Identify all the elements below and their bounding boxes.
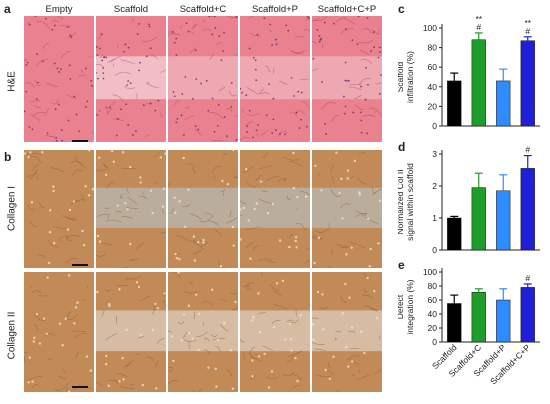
y-tick-label: 40 — [428, 309, 438, 319]
bar — [496, 190, 511, 251]
micrograph-tile — [240, 16, 310, 142]
y-tick-label: 20 — [428, 323, 438, 333]
column-header-scaffold-cp: Scaffold+C+P — [317, 4, 377, 15]
y-axis-label: Normalized Col IIsignal within scaffold — [398, 163, 415, 241]
scale-bar — [72, 264, 88, 266]
micrograph-tile — [168, 272, 238, 392]
column-header-scaffold-p: Scaffold+P — [251, 4, 299, 15]
y-tick-label: 80 — [428, 43, 438, 53]
y-tick-label: 0 — [432, 121, 437, 131]
panel-d-letter: d — [398, 140, 406, 154]
y-axis-label: Defectintegration (%) — [398, 279, 415, 334]
scale-bar — [72, 386, 88, 388]
significance-label: ** — [524, 18, 531, 28]
micrograph-tile — [240, 150, 310, 268]
micrograph-tile — [24, 272, 94, 392]
y-tick-label: 0 — [432, 337, 437, 347]
micrograph-tile — [168, 16, 238, 142]
significance-label: # — [476, 22, 481, 32]
y-tick-label: 1 — [432, 213, 437, 223]
row-label-collagen-i: Collagen I — [6, 185, 18, 232]
column-header-empty: Empty — [45, 4, 73, 15]
y-tick-label: 60 — [428, 295, 438, 305]
bar — [447, 217, 462, 251]
y-tick-label: 100 — [423, 267, 437, 277]
panel-b-letter: b — [4, 150, 12, 164]
y-tick-label: 3 — [432, 149, 437, 159]
panel-c-letter: c — [398, 2, 405, 16]
y-tick-label: 40 — [428, 82, 438, 92]
y-tick-label: 20 — [428, 101, 438, 111]
micrograph-tile — [312, 272, 382, 392]
micrograph-tile — [24, 150, 94, 268]
row-label-collagen-ii: Collagen II — [6, 311, 18, 360]
micrograph-tile — [312, 150, 382, 268]
y-tick-label: 2 — [432, 181, 437, 191]
y-axis-label: Scaffoldinfiltration (%) — [398, 51, 415, 103]
significance-label: # — [525, 273, 530, 283]
panel-e-letter: e — [398, 258, 405, 272]
bar — [520, 287, 535, 343]
micrograph-tile — [168, 150, 238, 268]
micrograph-tile — [312, 16, 382, 142]
column-header-scaffold-c: Scaffold+C — [179, 4, 227, 15]
panel-a-letter: a — [4, 2, 11, 16]
column-header-scaffold: Scaffold — [113, 4, 149, 15]
bar — [471, 39, 486, 127]
micrograph-tile — [96, 150, 166, 268]
micrograph-tile — [96, 16, 166, 142]
bar-chart-collagen-ii-signal: 0 1 2 3 Normalized Col IIsignal within scaff… — [398, 145, 540, 255]
micrograph-tile — [240, 272, 310, 392]
bar — [496, 299, 511, 343]
y-tick-label: 100 — [423, 23, 437, 33]
micrograph-tile — [24, 16, 94, 142]
bar — [447, 303, 462, 343]
bar — [471, 187, 486, 251]
bar — [520, 40, 535, 127]
bar — [520, 168, 535, 251]
significance-label: # — [525, 145, 530, 155]
bar — [447, 80, 462, 127]
y-tick-label: 60 — [428, 62, 438, 72]
significance-label: # — [525, 26, 530, 36]
bar — [471, 292, 486, 343]
y-tick-label: 0 — [432, 245, 437, 255]
significance-label: ** — [475, 14, 482, 24]
bar — [496, 80, 511, 127]
row-label-he: H&E — [6, 71, 18, 92]
y-tick-label: 80 — [428, 281, 438, 291]
micrograph-tile — [96, 272, 166, 392]
scale-bar — [72, 140, 88, 142]
